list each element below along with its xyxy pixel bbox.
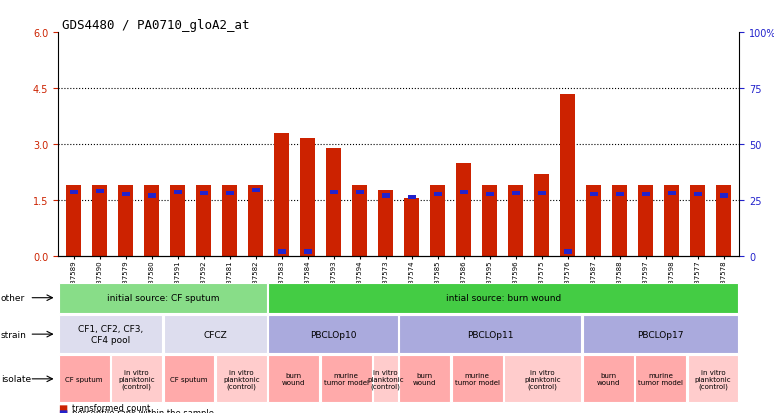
Bar <box>173 190 182 195</box>
Text: in vitro
planktonic
(control): in vitro planktonic (control) <box>367 369 404 389</box>
Bar <box>145 185 159 256</box>
Bar <box>457 163 471 256</box>
Bar <box>327 148 341 256</box>
Bar <box>303 250 312 254</box>
Text: CF sputum: CF sputum <box>170 376 207 382</box>
Bar <box>717 185 731 256</box>
Bar <box>560 95 575 256</box>
Text: other: other <box>1 294 25 302</box>
Bar <box>668 191 676 196</box>
Text: murine
tumor model: murine tumor model <box>454 373 500 385</box>
Bar <box>509 185 522 256</box>
Bar <box>639 185 652 256</box>
Bar <box>460 190 467 195</box>
Text: isolate: isolate <box>1 375 31 383</box>
Text: CF1, CF2, CF3,
CF4 pool: CF1, CF2, CF3, CF4 pool <box>78 325 143 344</box>
Bar <box>222 185 237 256</box>
Bar <box>642 192 649 197</box>
Bar <box>563 250 571 254</box>
Text: initial source: CF sputum: initial source: CF sputum <box>107 294 219 302</box>
Text: ■: ■ <box>58 403 67 413</box>
Text: in vitro
planktonic
(control): in vitro planktonic (control) <box>118 369 155 389</box>
Bar <box>252 188 259 193</box>
Bar <box>93 185 107 256</box>
Bar <box>534 174 549 256</box>
Text: CFCZ: CFCZ <box>204 330 227 339</box>
Text: GDS4480 / PA0710_gloA2_at: GDS4480 / PA0710_gloA2_at <box>62 19 249 31</box>
Bar <box>67 185 80 256</box>
Bar <box>226 191 234 196</box>
Bar <box>694 192 701 197</box>
Bar <box>482 185 497 256</box>
Text: burn
wound: burn wound <box>597 373 620 385</box>
Text: PBCLOp17: PBCLOp17 <box>637 330 684 339</box>
Text: PBCLOp11: PBCLOp11 <box>467 330 514 339</box>
Text: in vitro
planktonic
(control): in vitro planktonic (control) <box>223 369 260 389</box>
Bar <box>352 185 367 256</box>
Bar <box>96 189 104 194</box>
Bar <box>720 194 728 198</box>
Text: percentile rank within the sample: percentile rank within the sample <box>72 408 214 413</box>
Bar <box>433 192 441 197</box>
Bar <box>197 185 211 256</box>
Bar <box>405 198 419 256</box>
Text: murine
tumor model: murine tumor model <box>638 373 683 385</box>
Bar <box>170 185 185 256</box>
Text: PBCLOp10: PBCLOp10 <box>310 330 356 339</box>
Bar <box>612 185 627 256</box>
Bar <box>615 192 624 197</box>
Text: transformed count: transformed count <box>72 403 150 412</box>
Text: burn
wound: burn wound <box>413 373 437 385</box>
Bar <box>330 190 337 195</box>
Bar <box>382 194 389 198</box>
Bar <box>378 191 392 256</box>
Bar <box>118 185 133 256</box>
Bar <box>278 250 286 254</box>
Bar <box>430 185 445 256</box>
Bar <box>122 192 129 197</box>
Bar <box>70 190 77 195</box>
Bar <box>300 139 315 256</box>
Bar <box>590 192 598 197</box>
Bar <box>664 185 679 256</box>
Bar <box>408 195 416 199</box>
Bar <box>587 185 601 256</box>
Bar <box>148 194 156 198</box>
Bar <box>512 191 519 196</box>
Text: CF sputum: CF sputum <box>66 376 103 382</box>
Text: in vitro
planktonic
(control): in vitro planktonic (control) <box>694 369 731 389</box>
Bar <box>690 185 704 256</box>
Text: strain: strain <box>1 330 26 339</box>
Text: ■: ■ <box>58 408 67 413</box>
Text: burn
wound: burn wound <box>283 373 306 385</box>
Bar <box>248 185 263 256</box>
Text: murine
tumor model: murine tumor model <box>324 373 368 385</box>
Text: in vitro
planktonic
(control): in vitro planktonic (control) <box>524 369 561 389</box>
Text: intial source: burn wound: intial source: burn wound <box>446 294 561 302</box>
Bar <box>485 192 494 197</box>
Bar <box>200 191 207 196</box>
Bar <box>356 190 364 195</box>
Bar <box>538 191 546 196</box>
Bar <box>275 133 289 256</box>
